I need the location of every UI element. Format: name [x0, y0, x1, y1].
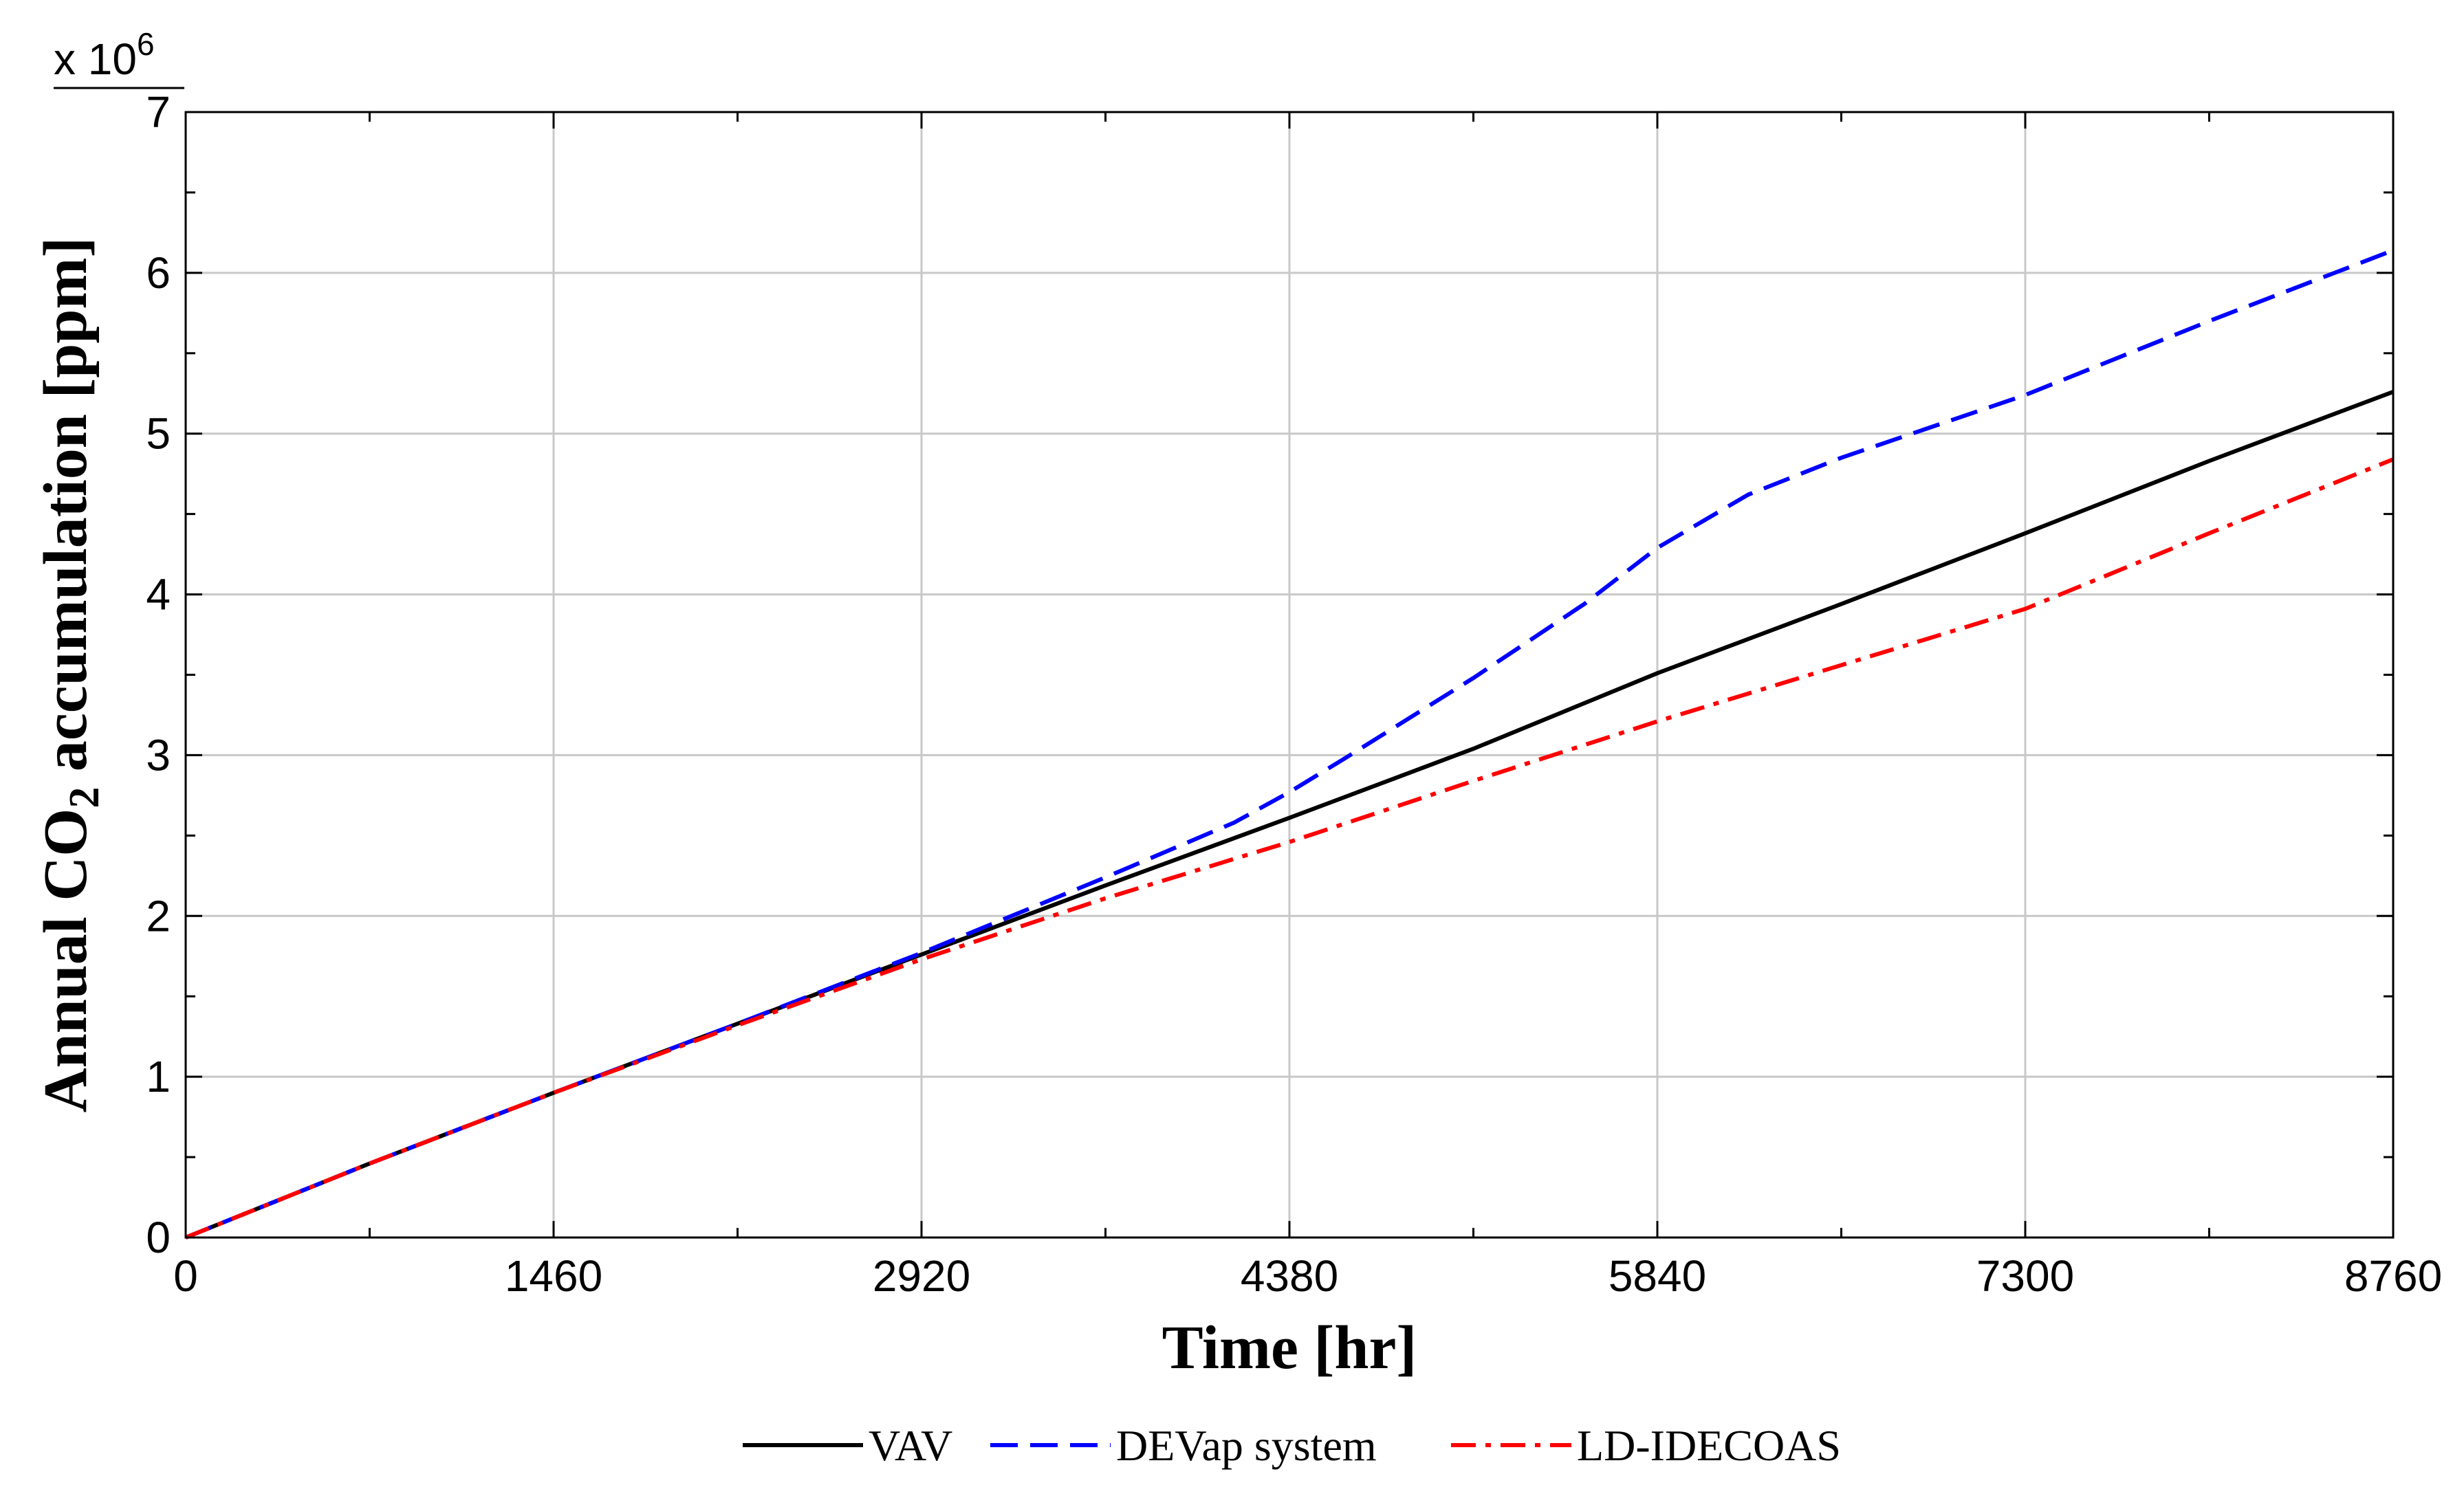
y-tick-label: 7	[146, 87, 171, 137]
y-tick-label: 2	[146, 891, 171, 940]
y-tick-label: 1	[146, 1052, 171, 1101]
y-tick-label: 0	[146, 1213, 171, 1262]
axes: 0 1460 2920 4380 5840 7300 8760 0 1 2 3 4 5 6 7	[146, 87, 2442, 1301]
x-axis-title: Time [hr]	[1162, 1314, 1417, 1382]
grid	[186, 112, 2393, 1238]
y-multiplier-exponent: 6	[137, 26, 155, 62]
y-axis-title-subscript: 2	[61, 787, 108, 808]
series-line-ld-idecoas	[184, 457, 2395, 1240]
y-axis-title: Annual CO2 accumulation [ppm]	[32, 237, 108, 1113]
y-tick-label: 3	[146, 730, 171, 780]
y-tick-label: 6	[146, 248, 171, 298]
x-tick-label: 7300	[1976, 1251, 2074, 1301]
x-tick-label: 0	[173, 1251, 198, 1301]
x-tick-label: 5840	[1609, 1251, 1706, 1301]
y-tick-label: 5	[146, 409, 171, 459]
y-axis-title-suffix: accumulation [ppm]	[32, 237, 100, 787]
y-axis-title-prefix: Annual CO	[32, 808, 100, 1113]
x-tick-label: 2920	[873, 1251, 970, 1301]
legend: VAV DEVap system LD-IDECOAS	[743, 1421, 1841, 1470]
y-multiplier-base: x 10	[54, 34, 137, 84]
legend-label-vav: VAV	[869, 1421, 952, 1470]
series-line-devap-system	[184, 248, 2395, 1240]
legend-label-devap-system: DEVap system	[1116, 1421, 1377, 1470]
x-tick-label: 4380	[1241, 1251, 1338, 1301]
x-tick-label: 1460	[505, 1251, 602, 1301]
legend-label-ld-idecoas: LD-IDECOAS	[1577, 1421, 1841, 1470]
y-tick-label: 4	[146, 570, 171, 619]
y-axis-multiplier: x 106	[54, 26, 155, 84]
x-tick-label: 8760	[2344, 1251, 2442, 1301]
series-lines	[184, 248, 2395, 1240]
series-line-vav	[184, 390, 2395, 1240]
